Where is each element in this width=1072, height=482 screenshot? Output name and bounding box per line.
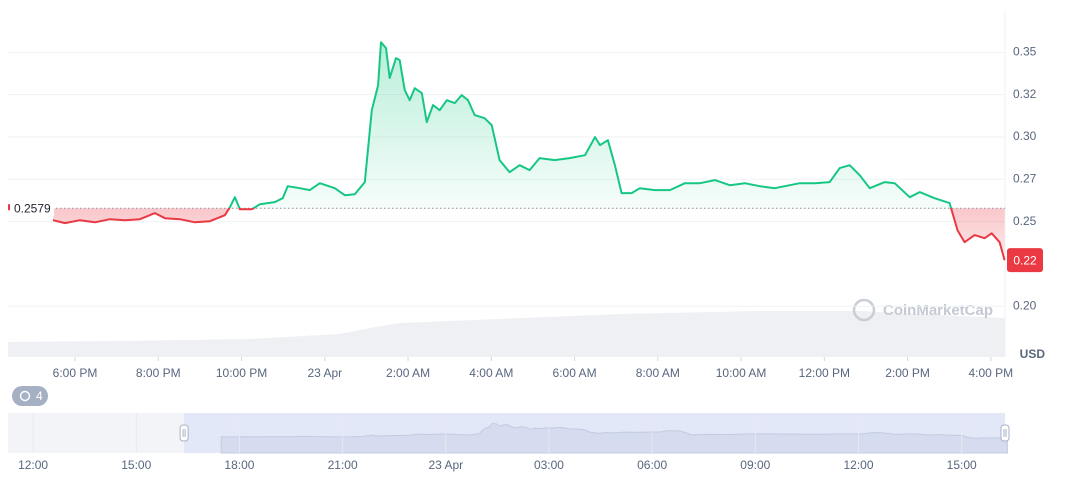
navigator-tick-label: 09:00: [740, 458, 770, 472]
y-tick-label: 0.20: [1013, 298, 1037, 312]
x-tick-label: 2:00 PM: [885, 366, 930, 380]
baseline-label: 0.2579: [14, 201, 51, 215]
y-tick-label: 0.27: [1013, 171, 1037, 185]
x-tick-label: 6:00 AM: [553, 366, 597, 380]
x-tick-label: 10:00 AM: [716, 366, 767, 380]
volume-area: [8, 311, 1005, 357]
x-tick-label: 8:00 AM: [636, 366, 680, 380]
navigator-tick-label: 23 Apr: [428, 458, 463, 472]
x-tick-label: 8:00 PM: [136, 366, 181, 380]
last-price-label: 0.22: [1013, 253, 1037, 267]
navigator-handle[interactable]: [1000, 424, 1010, 442]
navigator-tick-label: 06:00: [637, 458, 667, 472]
navigator-tick-label: 03:00: [534, 458, 564, 472]
price-area: [53, 42, 1005, 261]
baseline-marker: [8, 204, 10, 211]
x-tick-label: 23 Apr: [307, 366, 342, 380]
y-axis-label: USD: [1020, 347, 1046, 361]
navigator-tick-label: 12:00: [18, 458, 48, 472]
navigator-area: [220, 422, 1008, 454]
baseline-label-bg: [8, 200, 54, 217]
navigator-tick-label: 15:00: [947, 458, 977, 472]
price-line: [52, 41, 1006, 261]
navigator-tick-label: 21:00: [328, 458, 358, 472]
navigator-handle[interactable]: [179, 424, 189, 442]
y-tick-label: 0.35: [1013, 44, 1037, 58]
navigator-tick-label: 12:00: [843, 458, 873, 472]
x-tick-label: 6:00 PM: [53, 366, 98, 380]
x-tick-label: 10:00 PM: [216, 366, 267, 380]
x-tick-label: 4:00 AM: [469, 366, 513, 380]
y-tick-label: 0.25: [1013, 214, 1037, 228]
x-tick-label: 4:00 PM: [968, 366, 1013, 380]
x-tick-label: 2:00 AM: [386, 366, 430, 380]
y-tick-label: 0.30: [1013, 129, 1037, 143]
navigator-tick-label: 15:00: [121, 458, 151, 472]
last-price-bg: [1007, 248, 1043, 273]
watermark-logo: [852, 298, 876, 322]
navigator-tick-label: 18:00: [224, 458, 254, 472]
history-count: 4: [36, 389, 43, 403]
y-tick-label: 0.32: [1013, 87, 1037, 101]
x-tick-label: 12:00 PM: [799, 366, 850, 380]
watermark-text: CoinMarketCap: [883, 302, 993, 319]
history-icon: [19, 390, 31, 402]
